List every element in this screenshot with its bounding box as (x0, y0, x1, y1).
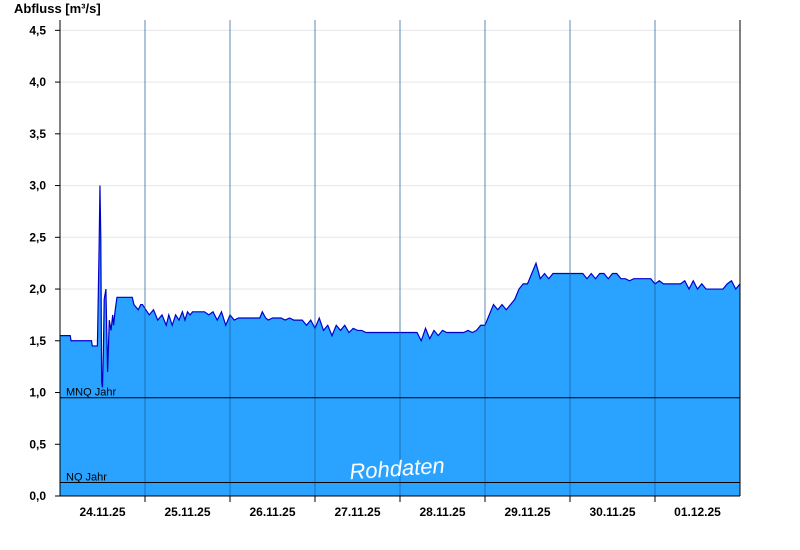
y-axis-label: Abfluss [m³/s] (14, 1, 101, 16)
x-tick-label: 25.11.25 (164, 505, 210, 519)
x-tick-label: 26.11.25 (249, 505, 295, 519)
y-tick-label: 4,0 (29, 75, 46, 89)
y-tick-label: 1,5 (29, 334, 46, 348)
y-tick-label: 3,5 (29, 127, 46, 141)
y-tick-label: 4,5 (29, 23, 46, 37)
discharge-line (60, 185, 741, 388)
x-tick-label: 01.12.25 (674, 505, 721, 519)
y-tick-label: 3,0 (29, 179, 46, 193)
x-tick-label: 28.11.25 (419, 505, 465, 519)
reference-line-layer: MNQ Jahr NQ Jahr (60, 387, 740, 484)
y-tick-label: 0,0 (29, 489, 46, 503)
y-tick-label: 2,0 (29, 282, 46, 296)
y-tick-label: 1,0 (29, 386, 46, 400)
y-tick-label: 2,5 (29, 230, 46, 244)
x-tick-label: 24.11.25 (79, 505, 125, 519)
x-tick-label: 27.11.25 (334, 505, 380, 519)
reference-line-label: NQ Jahr (66, 472, 107, 484)
y-tick-label: 0,5 (29, 437, 46, 451)
axis-layer: 0,0 0,5 1,0 1,5 2,0 2,5 3,0 3,5 4,0 4,5 24.11.25 25… (29, 20, 741, 519)
day-separator-layer (144, 20, 656, 496)
reference-line-label: MNQ Jahr (66, 387, 116, 399)
x-tick-label: 30.11.25 (589, 505, 635, 519)
x-tick-label: 29.11.25 (504, 505, 550, 519)
